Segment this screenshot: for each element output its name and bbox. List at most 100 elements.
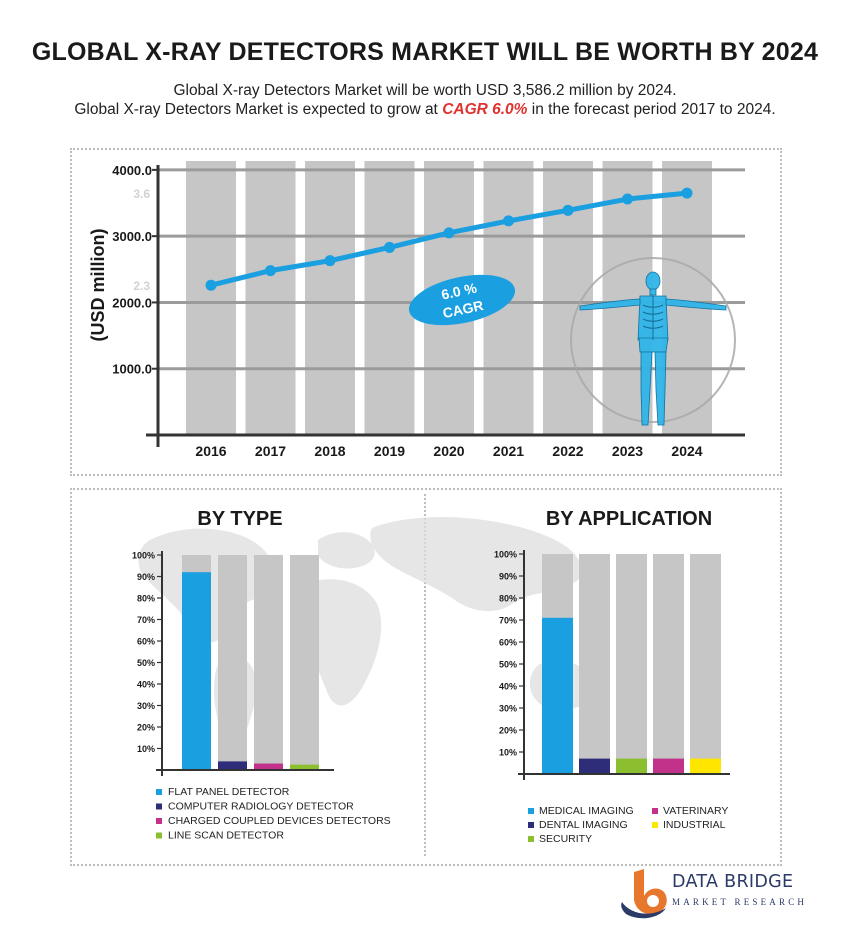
data-bridge-logo-icon — [621, 869, 667, 919]
cagr-highlight: CAGR 6.0% — [442, 101, 528, 118]
x-tick-label: 2023 — [612, 443, 643, 459]
x-tick-label: 2017 — [255, 443, 286, 459]
by-application-legend: MEDICAL IMAGING DENTAL IMAGING SECURITY VAT… — [528, 805, 728, 845]
legend-label: VATERINARY — [663, 805, 728, 817]
subtitle-line-2-pre: Global X-ray Detectors Market is expecte… — [74, 101, 443, 118]
data-point — [562, 204, 574, 216]
legend-swatch — [156, 818, 162, 824]
data-point — [622, 193, 633, 205]
background-column — [305, 161, 355, 435]
value-annotation: 2.3 — [133, 279, 150, 293]
data-point — [443, 227, 455, 239]
bar — [290, 764, 319, 770]
y-tick-label: 100% — [132, 551, 155, 561]
legend-swatch — [652, 808, 658, 814]
y-tick-label: 10% — [137, 744, 155, 754]
logo-tagline: MARKET RESEARCH — [672, 897, 808, 907]
background-column — [186, 161, 236, 435]
legend-swatch — [156, 789, 162, 795]
bar-background — [653, 554, 684, 774]
legend-label: FLAT PANEL DETECTOR — [168, 786, 290, 798]
legend-label: CHARGED COUPLED DEVICES DETECTORS — [168, 815, 391, 827]
bar — [542, 617, 573, 774]
cagr-badge-value: 6.0 % — [440, 279, 479, 302]
legend-swatch — [528, 808, 534, 814]
by-application-title: BY APPLICATION — [546, 508, 712, 530]
bar-background — [290, 555, 319, 770]
y-tick-label: 30% — [137, 701, 155, 711]
y-tick-label: 60% — [137, 637, 155, 647]
y-tick-label: 70% — [499, 616, 517, 626]
legend-swatch — [652, 822, 658, 828]
y-tick-label: 3000.0 — [112, 229, 152, 244]
page-title: GLOBAL X-RAY DETECTORS MARKET WILL BE WO… — [31, 38, 819, 66]
y-tick-label: 2000.0 — [112, 295, 152, 310]
panel-divider — [424, 494, 426, 856]
by-application-bar-chart: 10% 20% 30% 40% 50% 60% 70% 80% 90% 100% — [494, 550, 730, 780]
xray-human-figure-icon — [570, 257, 736, 426]
bar-background — [218, 555, 247, 770]
legend-label: LINE SCAN DETECTOR — [168, 830, 284, 842]
bar-background — [616, 554, 647, 774]
growth-chart-panel — [70, 148, 782, 476]
background-column — [245, 161, 296, 435]
legend-swatch — [156, 832, 162, 839]
bar-background — [254, 555, 283, 770]
data-point — [503, 215, 514, 227]
y-tick-label: 80% — [137, 594, 155, 604]
y-tick-label: 20% — [137, 723, 155, 733]
y-tick-label: 1000.0 — [112, 362, 152, 377]
y-axis-label: (USD million) — [88, 229, 108, 342]
by-type-bar-chart: 10% 20% 30% 40% 50% 60% 70% 80% 90% 100% — [132, 551, 334, 776]
bar — [579, 758, 610, 774]
x-tick-label: 2019 — [374, 443, 405, 459]
data-point — [324, 255, 336, 267]
legend-swatch — [156, 803, 162, 810]
y-tick-label: 20% — [499, 726, 517, 736]
x-tick-label: 2020 — [433, 443, 464, 459]
bar-background — [579, 554, 610, 774]
segment-charts-panel — [70, 488, 782, 866]
bar — [182, 572, 211, 770]
cagr-badge: 6.0 % CAGR — [408, 274, 516, 326]
data-point — [265, 265, 276, 277]
bar — [254, 763, 283, 770]
subtitle-line-2: Global X-ray Detectors Market is expecte… — [0, 101, 850, 119]
background-column — [364, 161, 415, 435]
x-tick-label: 2018 — [314, 443, 345, 459]
y-tick-label: 50% — [499, 660, 517, 670]
legend-label: COMPUTER RADIOLOGY DETECTOR — [168, 801, 354, 813]
logo-name: DATA BRIDGE — [672, 872, 794, 892]
bar — [653, 758, 684, 774]
subtitle-line-2-post: in the forecast period 2017 to 2024. — [527, 101, 776, 118]
legend-swatch — [528, 822, 534, 828]
y-tick-label: 10% — [499, 748, 517, 758]
y-tick-label: 30% — [499, 704, 517, 714]
y-tick-label: 100% — [494, 550, 517, 560]
x-tick-label: 2021 — [493, 443, 524, 459]
legend-swatch — [528, 836, 534, 842]
background-column — [543, 161, 593, 435]
by-type-title: BY TYPE — [197, 508, 282, 530]
x-tick-label: 2022 — [552, 443, 583, 459]
legend-label: SECURITY — [539, 833, 592, 845]
y-tick-label: 4000.0 — [112, 163, 152, 178]
y-tick-label: 40% — [499, 682, 517, 692]
y-tick-label: 70% — [137, 615, 155, 625]
legend-label: INDUSTRIAL — [663, 819, 726, 831]
y-tick-label: 40% — [137, 680, 155, 690]
bar — [690, 758, 721, 774]
x-tick-label: 2016 — [195, 443, 226, 459]
data-point — [681, 187, 693, 199]
value-annotation: 3.6 — [133, 187, 150, 201]
bar — [218, 761, 247, 770]
bar — [616, 758, 647, 774]
background-column — [662, 161, 712, 435]
y-tick-label: 80% — [499, 594, 517, 604]
by-type-legend: FLAT PANEL DETECTOR COMPUTER RADIOLOGY DE… — [156, 786, 391, 842]
bar-background — [690, 554, 721, 774]
y-tick-label: 90% — [499, 572, 517, 582]
data-point — [384, 241, 395, 253]
y-tick-label: 50% — [137, 658, 155, 668]
